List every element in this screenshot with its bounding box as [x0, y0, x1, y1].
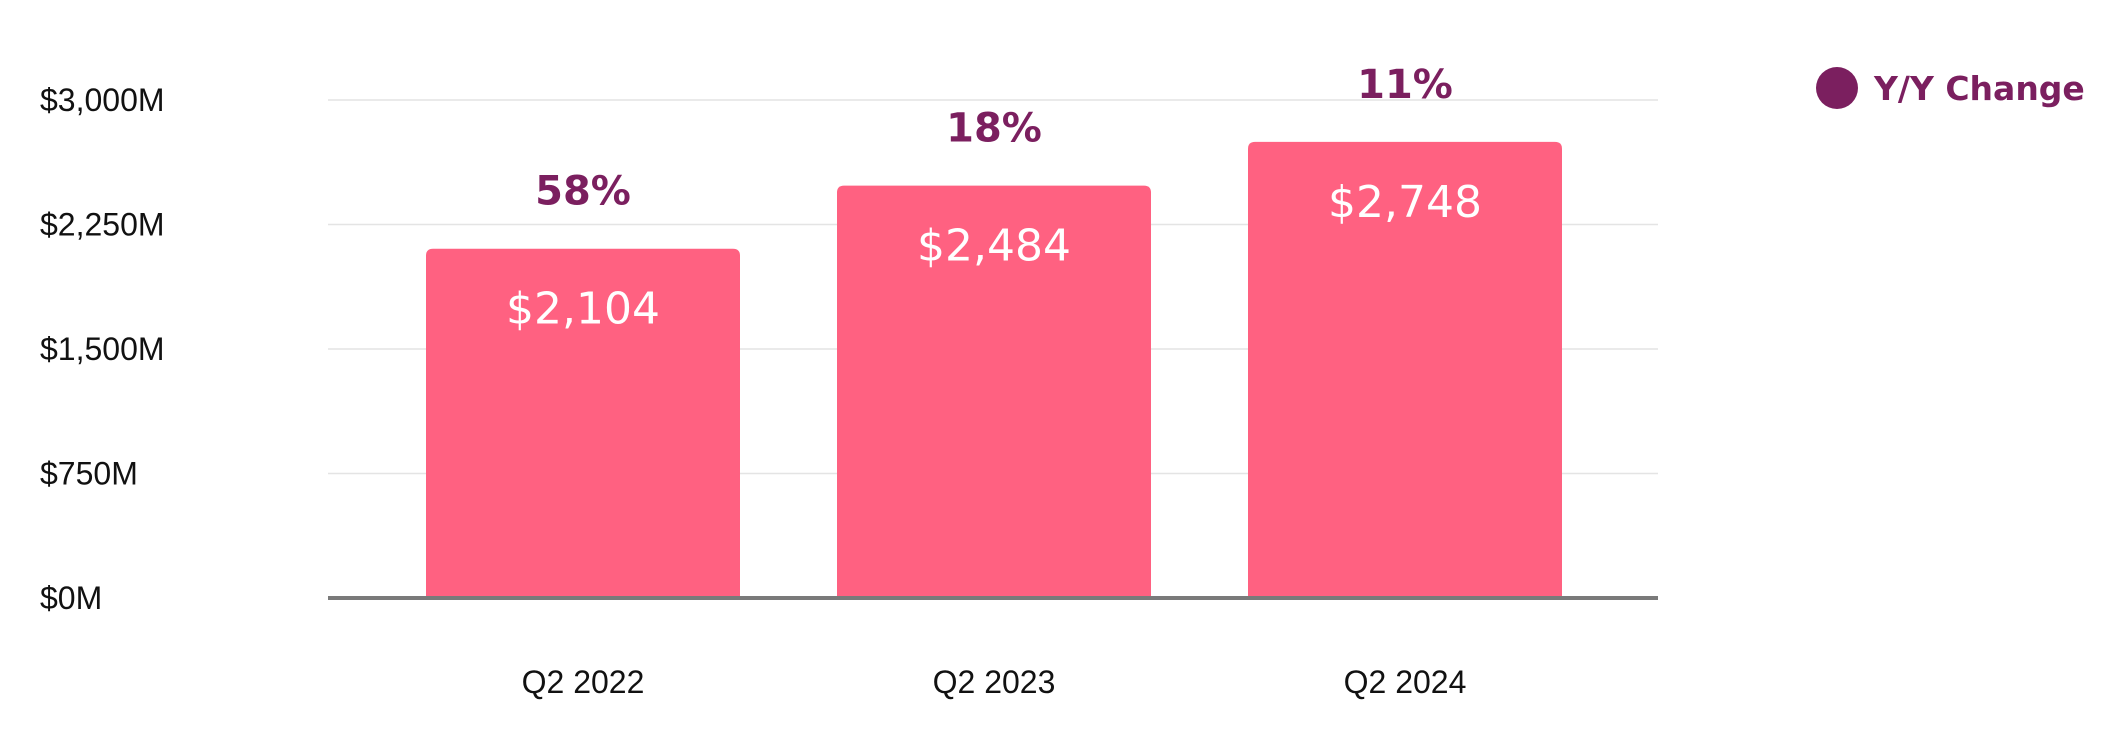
y-tick-label: $750M: [40, 456, 138, 492]
y-tick-label: $3,000M: [40, 82, 165, 118]
bar: [1248, 141, 1562, 598]
yoy-change-label: 18%: [946, 106, 1042, 152]
bar: [426, 248, 740, 598]
y-axis-tick-labels: $0M $750M $1,500M $2,250M $3,000M: [40, 82, 165, 616]
legend-marker: [1816, 67, 1858, 109]
yoy-change-label: 11%: [1357, 62, 1453, 108]
x-category-label: Q2 2024: [1344, 664, 1467, 700]
x-category-label: Q2 2022: [522, 664, 645, 700]
y-tick-label: $2,250M: [40, 207, 165, 243]
bar-value-label: $2,748: [1328, 177, 1482, 228]
x-axis-category-labels: Q2 2022 Q2 2023 Q2 2024: [522, 664, 1467, 700]
legend-label: Y/Y Change: [1873, 69, 2085, 108]
y-tick-label: $1,500M: [40, 331, 165, 367]
x-category-label: Q2 2023: [933, 664, 1056, 700]
bar-value-label: $2,104: [506, 284, 660, 335]
bar-value-label: $2,484: [917, 221, 1071, 272]
y-tick-label: $0M: [40, 580, 102, 616]
legend: Y/Y Change: [1816, 67, 2085, 109]
yoy-change-label: 58%: [535, 169, 631, 215]
bars: $2,104 58% $2,484 18% $2,748 11%: [426, 62, 1562, 598]
bar: [837, 185, 1151, 598]
